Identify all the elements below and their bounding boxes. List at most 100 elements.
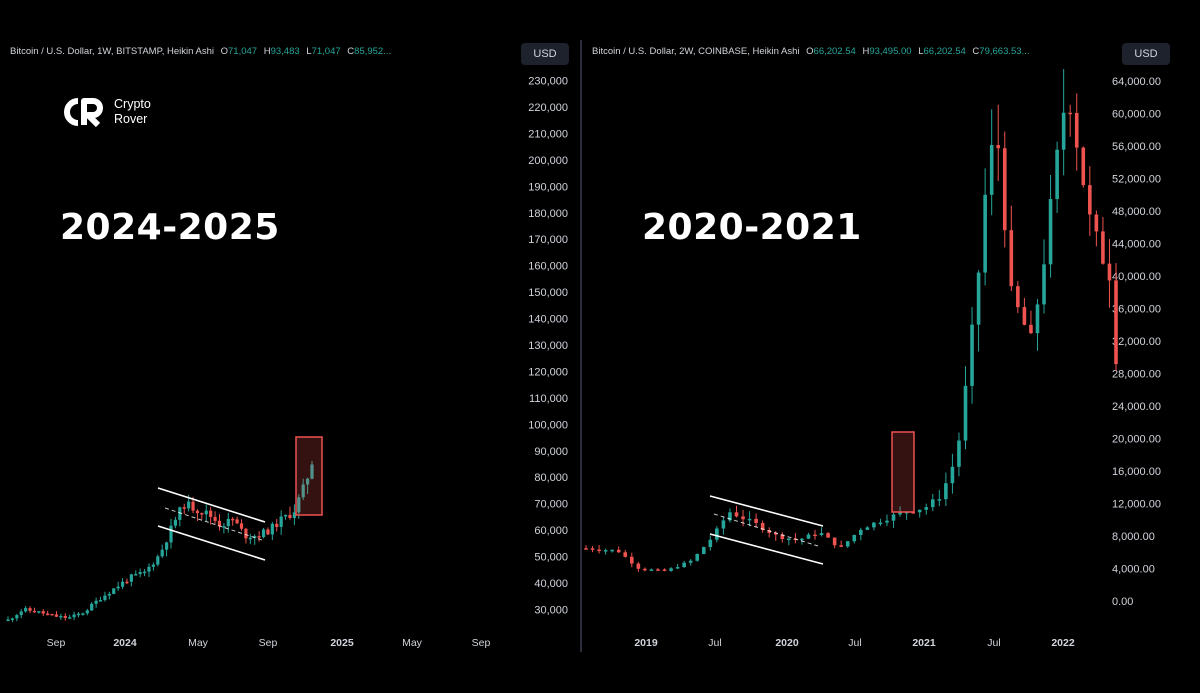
candle-body [297,497,301,513]
candle-body [90,603,94,611]
candle-body [616,549,621,553]
candle-body [231,518,235,521]
candle-body [623,552,628,557]
low-value: 71,047 [311,46,341,57]
candle-body [195,510,200,514]
candle-body [19,611,23,616]
chart-canvas[interactable]: 64,000.00 60,000.00 56,000.00 52,000.00 48,0… [582,0,1200,693]
candle-body [845,541,850,547]
candle-body [1094,214,1099,232]
candle-body [1002,148,1007,231]
chart-panel-2020: Bitcoin / U.S. Dollar, 2W, COINBASE, Hei… [582,0,1200,693]
candle-body [989,144,994,195]
candle-body [1107,263,1112,281]
candle-body [310,464,314,479]
period-title: 2020-2021 [642,207,862,248]
candle-body [248,537,252,540]
y-tick-label: 12,000.00 [1112,499,1161,511]
candle-body [239,523,244,529]
y-tick-label: 180,000 [528,208,568,220]
candle-body [46,613,50,616]
candle-body [669,568,673,571]
candle-body [120,581,125,587]
currency-badge[interactable]: USD [1122,43,1170,65]
x-tick-label: Jul [848,637,861,649]
y-tick-label: 40,000.00 [1112,271,1161,283]
candle-body [701,547,706,555]
candle-body [54,614,59,617]
candle-body [24,608,28,612]
candle-body [662,569,667,571]
candle-body [151,564,155,567]
high-value: 93,495.00 [869,46,912,57]
y-tick-label: 230,000 [528,76,568,88]
x-tick-label: Jul [708,637,721,649]
candle-body [1074,113,1079,148]
candle-body [603,550,608,552]
channel-midline [164,507,263,541]
candle-body [134,574,138,576]
candle-body [728,512,732,521]
candle-body [957,440,961,467]
x-tick-label: Jul [987,637,1000,649]
candle-body [200,513,204,515]
candle-body [72,614,76,618]
candle-body [865,527,870,530]
y-tick-label: 20,000.00 [1112,434,1161,446]
close-value: 79,663.53... [979,46,1030,57]
candle-body [695,554,700,561]
y-tick-label: 0.00 [1112,596,1133,608]
x-tick-label: May [188,637,209,649]
candle-body [138,572,142,575]
candle-body [597,549,601,552]
x-tick-label: Sep [259,637,278,649]
open-label: O [220,46,228,57]
y-tick-label: 50,000 [534,552,568,564]
x-tick-label: 2022 [1051,637,1075,649]
x-tick-label: 2019 [634,637,658,649]
candle-body [630,556,634,564]
candle-body [780,534,785,540]
candle-body [76,613,81,616]
candle-body [107,593,111,596]
candle-body [1022,307,1027,325]
candle-body [832,537,837,546]
candle-body [213,516,217,521]
candle-body [806,534,811,539]
candle-body [1048,199,1053,265]
high-value: 93,483 [270,46,300,57]
currency-badge[interactable]: USD [521,43,569,65]
candle-body [682,562,686,568]
x-tick-label: May [402,637,423,649]
candle-body [760,523,765,531]
candle-body [63,615,67,618]
y-tick-label: 64,000.00 [1112,76,1161,88]
candle-body [10,618,15,620]
x-tick-label: Sep [472,637,491,649]
candle-body [924,507,929,510]
candle-body [1088,185,1092,215]
candle-body [156,556,160,565]
chart-canvas[interactable]: 230,000 220,000 210,000 200,000 190,000 180,0… [0,0,580,693]
candle-body [204,510,208,515]
candle-body [169,525,173,543]
y-tick-label: 56,000.00 [1112,141,1161,153]
candle-body [787,538,791,541]
candle-body [147,566,151,572]
candle-body [1068,112,1072,115]
candle-body [1029,324,1033,334]
channel-line [157,525,266,561]
open-value: 71,047 [228,46,258,57]
candle-body [636,563,641,569]
high-label: H [862,46,870,57]
symbol-header: Bitcoin / U.S. Dollar, 2W, COINBASE, Hei… [592,46,1029,57]
candle-body [734,512,739,517]
y-tick-label: 110,000 [529,393,568,405]
candle-body [983,194,987,273]
candle-body [976,272,981,325]
candle-body [37,611,41,613]
candle-body [1061,112,1066,150]
x-tick-label: 2020 [775,637,799,649]
candle-body [305,478,310,485]
channel-midline [713,513,819,547]
